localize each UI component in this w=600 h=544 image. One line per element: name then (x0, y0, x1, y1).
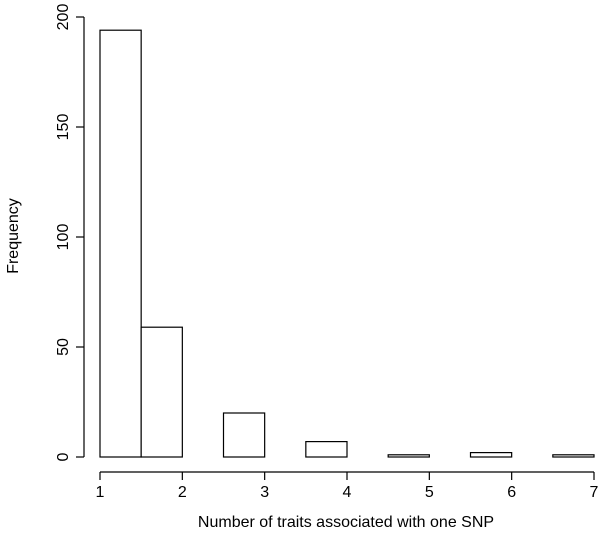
y-tick-label-100: 100 (55, 224, 72, 251)
y-tick-label-0: 0 (55, 452, 72, 461)
y-tick-label-50: 50 (55, 338, 72, 356)
histogram-bar-1 (99, 29, 142, 458)
histogram-bar-4 (222, 412, 266, 458)
x-tick-label-5: 5 (425, 484, 434, 501)
x-tick-label-2: 2 (178, 484, 187, 501)
histogram-bar-2 (140, 326, 183, 458)
histogram-bar-12 (552, 454, 595, 458)
x-tick-label-7: 7 (590, 484, 599, 501)
histogram-bar-10 (469, 452, 513, 458)
y-axis: 0 50 100 150 200 (55, 4, 85, 461)
y-axis-label: Frequency (5, 198, 22, 274)
y-tick-label-200: 200 (55, 4, 72, 31)
histogram-bar-8 (387, 454, 430, 458)
x-tick-label-3: 3 (260, 484, 269, 501)
x-axis-label: Number of traits associated with one SNP (198, 514, 494, 531)
x-axis: 1 2 3 4 5 6 7 (96, 471, 599, 501)
histogram-bar-6 (305, 441, 348, 458)
x-tick-label-6: 6 (507, 484, 516, 501)
x-tick-label-4: 4 (343, 484, 352, 501)
bars-group (99, 29, 595, 458)
x-tick-label-1: 1 (96, 484, 105, 501)
y-tick-label-150: 150 (55, 114, 72, 141)
